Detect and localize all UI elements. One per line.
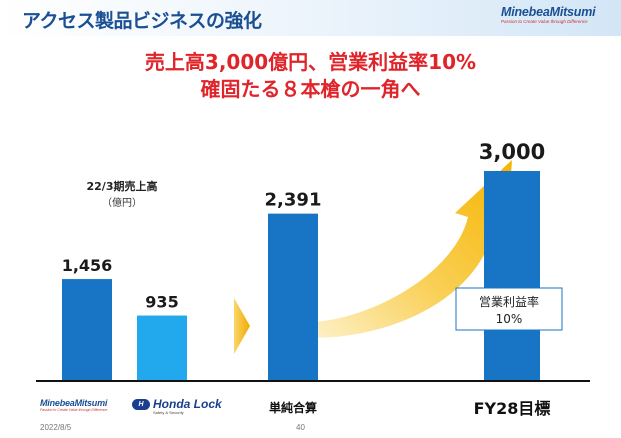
chevron-arrow: [234, 298, 250, 354]
honda-lock-name: Honda Lock: [153, 397, 222, 411]
value-label-minebeamitsumi: 1,456: [62, 256, 113, 275]
value-label-honda-lock: 935: [145, 293, 178, 312]
headline-line-1: 売上高3,000億円、営業利益率10%: [144, 50, 477, 74]
value-label-fy28-target: 3,000: [479, 140, 545, 164]
xtick-minebeamitsumi-name: MinebeaMitsumi: [40, 398, 108, 408]
minebeamitsumi-logo: MinebeaMitsumi Passion to Create Value t…: [501, 6, 615, 30]
bar-minebeamitsumi: [62, 279, 112, 381]
xtick-honda-lock-logo: H Honda Lock Safety & Security: [132, 397, 232, 416]
logo-name: MinebeaMitsumi: [501, 5, 596, 19]
bar-combined: [268, 213, 318, 381]
honda-lock-subtitle: Safety & Security: [153, 410, 184, 415]
sales-period-label: 22/3期売上高: [86, 180, 158, 193]
growth-arrow: [313, 160, 512, 338]
header-bar: アクセス製品ビジネスの強化 MinebeaMitsumi Passion to …: [0, 0, 621, 36]
xtick-combined: 単純合算: [269, 400, 317, 415]
footer-date: 2022/8/5: [40, 423, 72, 432]
logo-tagline: Passion to Create Value through Differen…: [501, 19, 588, 24]
xtick-fy28-target: FY28目標: [474, 399, 551, 418]
unit-label: （億円）: [102, 198, 142, 209]
headline-line-2: 確固たる８本槍の一角へ: [200, 77, 421, 101]
honda-badge-icon: H: [132, 399, 150, 410]
bar-honda-lock: [137, 315, 187, 381]
page-number: 40: [296, 423, 305, 432]
xtick-minebeamitsumi-tagline: Passion to Create Value through Differen…: [40, 408, 108, 412]
operating-margin-box: [455, 287, 563, 331]
value-label-combined: 2,391: [265, 190, 322, 211]
operating-margin-value: 10%: [496, 312, 523, 326]
page-title: アクセス製品ビジネスの強化: [22, 10, 262, 32]
xtick-minebeamitsumi-logo: MinebeaMitsumi Passion to Create Value t…: [40, 398, 130, 414]
bar-fy28-target: [484, 171, 540, 381]
operating-margin-label: 営業利益率: [479, 294, 539, 309]
